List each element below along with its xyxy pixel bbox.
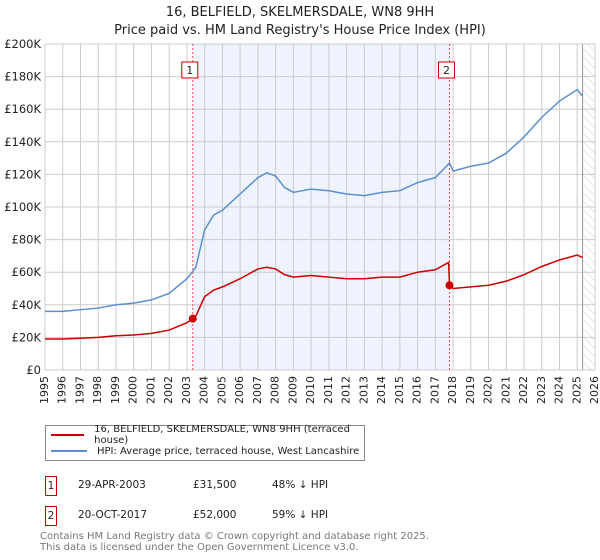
x-tick-label: 2004 — [198, 376, 211, 404]
x-tick-label: 2013 — [357, 376, 370, 404]
x-tick-label: 2010 — [304, 376, 317, 404]
legend: 16, BELFIELD, SKELMERSDALE, WN8 9HH (ter… — [45, 424, 365, 461]
footer: Contains HM Land Registry data © Crown c… — [40, 531, 429, 553]
annotation-label: 2 — [443, 64, 450, 77]
x-tick-label: 2011 — [322, 376, 335, 404]
legend-label: HPI: Average price, terraced house, West… — [97, 445, 360, 457]
x-tick-label: 2005 — [215, 376, 228, 404]
x-tick-label: 2009 — [286, 376, 299, 404]
y-tick-label: £20K — [12, 330, 42, 344]
y-tick-label: £40K — [12, 298, 42, 312]
footer-line: Contains HM Land Registry data © Crown c… — [40, 531, 429, 542]
chart-title: 16, BELFIELD, SKELMERSDALE, WN8 9HH Pric… — [0, 4, 600, 40]
y-tick-label: £200K — [4, 37, 41, 51]
legend-item-property: 16, BELFIELD, SKELMERSDALE, WN8 9HH (ter… — [51, 424, 364, 446]
transaction-date: 20-OCT-2017 — [78, 509, 147, 521]
x-tick-label: 2024 — [553, 376, 566, 404]
transaction-price: £31,500 — [193, 479, 237, 491]
y-tick-label: £100K — [4, 200, 41, 214]
transaction-point — [188, 314, 197, 323]
y-tick-label: £80K — [12, 233, 42, 247]
legend-label: 16, BELFIELD, SKELMERSDALE, WN8 9HH (ter… — [94, 424, 350, 446]
y-tick-label: £160K — [4, 102, 41, 116]
marker-badge: 1 — [45, 476, 57, 496]
x-tick-label: 2012 — [340, 376, 353, 404]
transaction-date: 29-APR-2003 — [78, 479, 146, 491]
x-tick-label: 1996 — [56, 376, 69, 404]
x-tick-label: 2007 — [251, 376, 264, 404]
x-tick-label: 1995 — [38, 376, 51, 404]
plot-area: 1995 1996 1997 1998 1999 2000 2001 2002 2003 2004… — [4, 37, 600, 404]
x-tick-label: 2025 — [570, 376, 583, 404]
legend-swatch-blue — [51, 450, 87, 452]
transaction-point — [445, 281, 454, 290]
marker-badge: 2 — [45, 506, 57, 526]
x-tick-label: 2017 — [428, 376, 441, 404]
x-tick-label: 2003 — [180, 376, 193, 404]
transaction-price: £52,000 — [193, 509, 237, 521]
x-tick-label: 2001 — [144, 376, 157, 404]
x-tick-label: 2021 — [499, 376, 512, 404]
x-tick-label: 2008 — [269, 376, 282, 404]
y-tick-label: £60K — [12, 265, 42, 279]
x-tick-label: 1997 — [73, 376, 86, 404]
x-tick-label: 2006 — [233, 376, 246, 404]
y-tick-label: £0 — [26, 363, 41, 377]
x-tick-label: 2016 — [411, 376, 424, 404]
x-tick-label: 1999 — [109, 376, 122, 404]
x-tick-label: 2000 — [127, 376, 140, 404]
title-line: 16, BELFIELD, SKELMERSDALE, WN8 9HH — [165, 5, 435, 20]
x-tick-label: 2002 — [162, 376, 175, 404]
y-tick-label: £140K — [4, 135, 41, 149]
legend-item-hpi: HPI: Average price, terraced house, West… — [51, 444, 359, 458]
transaction-hpi: 48% ↓ HPI — [272, 479, 329, 491]
y-tick-label: £120K — [4, 167, 41, 181]
legend-swatch-red — [51, 434, 85, 436]
x-tick-label: 2023 — [535, 376, 548, 404]
annotation-box — [438, 61, 456, 79]
x-tick-label: 2014 — [375, 376, 388, 404]
x-tick-label: 2015 — [393, 376, 406, 404]
x-tick-label: 1998 — [91, 376, 104, 404]
y-tick-label: £180K — [4, 70, 41, 84]
series-line — [45, 254, 583, 340]
x-tick-label: 2020 — [482, 376, 495, 404]
x-tick-label: 2022 — [517, 376, 530, 404]
series-line — [45, 88, 584, 313]
annotation-box — [181, 61, 199, 79]
transaction-hpi: 59% ↓ HPI — [272, 509, 329, 521]
x-tick-label: 2026 — [588, 376, 600, 404]
x-tick-label: 2019 — [464, 376, 477, 404]
subtitle-line: Price paid vs. HM Land Registry's House … — [114, 23, 486, 38]
x-tick-label: 2018 — [446, 376, 459, 404]
annotation-label: 1 — [186, 64, 193, 77]
footer-line: This data is licensed under the Open Gov… — [40, 542, 359, 553]
